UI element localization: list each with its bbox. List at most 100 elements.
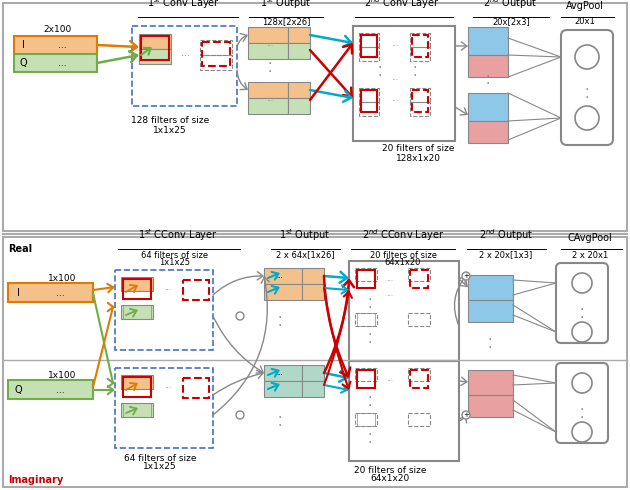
Text: 128x1x20: 128x1x20 xyxy=(396,153,440,163)
Text: ·: · xyxy=(585,91,589,105)
Text: 64x1x20: 64x1x20 xyxy=(385,258,421,267)
Circle shape xyxy=(462,411,470,419)
Text: ·: · xyxy=(368,428,372,442)
Text: 64 filters of size: 64 filters of size xyxy=(123,454,197,463)
Text: Q: Q xyxy=(19,58,27,68)
Text: ·: · xyxy=(580,403,584,417)
Bar xyxy=(3,3,627,231)
Text: 2x100: 2x100 xyxy=(43,25,71,34)
Text: $2^{nd}$ CConv Layer: $2^{nd}$ CConv Layer xyxy=(362,227,444,243)
Bar xyxy=(3,237,627,487)
Circle shape xyxy=(572,373,592,393)
Text: ·: · xyxy=(488,333,492,347)
Bar xyxy=(115,368,213,448)
Bar xyxy=(468,275,513,300)
Bar xyxy=(468,121,508,143)
Text: $1^{st}$ CConv Layer: $1^{st}$ CConv Layer xyxy=(138,227,218,243)
Bar xyxy=(264,268,302,284)
Text: ·: · xyxy=(488,341,492,355)
Bar xyxy=(302,365,324,381)
Bar xyxy=(288,43,310,59)
Bar xyxy=(141,36,169,60)
Bar xyxy=(14,54,97,72)
Text: Q: Q xyxy=(14,385,22,395)
Text: $1^{st}$ Output: $1^{st}$ Output xyxy=(279,227,331,243)
Text: ·: · xyxy=(486,77,490,91)
Text: 1x1x25: 1x1x25 xyxy=(153,125,187,134)
Text: ·: · xyxy=(585,83,589,97)
Bar xyxy=(357,270,375,288)
Bar xyxy=(410,270,428,288)
Circle shape xyxy=(236,411,244,419)
Text: 1x100: 1x100 xyxy=(48,273,76,283)
Bar xyxy=(410,102,430,116)
Text: 128x[2x26]: 128x[2x26] xyxy=(262,18,310,26)
Bar xyxy=(468,395,513,417)
Text: ·: · xyxy=(486,70,490,84)
Text: +: + xyxy=(463,273,469,279)
Circle shape xyxy=(236,312,244,320)
Bar xyxy=(248,82,288,98)
Bar xyxy=(355,268,377,281)
Text: ·: · xyxy=(580,311,584,325)
Text: I: I xyxy=(16,288,20,298)
Bar xyxy=(248,98,288,114)
Text: ...: ... xyxy=(266,94,273,102)
Text: ·: · xyxy=(368,301,372,315)
Bar xyxy=(349,261,459,361)
Bar xyxy=(288,82,310,98)
Bar xyxy=(132,26,237,106)
Bar xyxy=(248,43,288,59)
Bar xyxy=(288,27,310,43)
Bar xyxy=(468,55,508,77)
Text: ...: ... xyxy=(58,58,66,68)
Text: ·: · xyxy=(368,436,372,450)
Bar xyxy=(361,90,377,112)
Bar xyxy=(288,98,310,114)
Bar xyxy=(123,279,151,299)
Bar xyxy=(353,26,455,141)
Text: ·: · xyxy=(368,336,372,350)
Bar xyxy=(359,33,379,47)
Text: ...: ... xyxy=(391,74,399,82)
Text: ·: · xyxy=(413,61,417,75)
Bar xyxy=(357,413,375,426)
Bar xyxy=(121,375,153,389)
Bar xyxy=(408,413,430,426)
Bar xyxy=(355,368,377,381)
Text: $2^{nd}$ Output: $2^{nd}$ Output xyxy=(479,227,533,243)
Circle shape xyxy=(572,322,592,342)
Circle shape xyxy=(572,422,592,442)
Text: ·: · xyxy=(413,69,417,83)
Bar xyxy=(8,283,93,302)
Bar xyxy=(355,313,377,326)
Bar xyxy=(302,268,324,284)
Bar xyxy=(359,47,379,61)
Text: ·: · xyxy=(278,411,282,425)
Text: ...: ... xyxy=(391,94,399,102)
Bar xyxy=(357,313,375,326)
FancyBboxPatch shape xyxy=(556,263,608,343)
Text: ·: · xyxy=(368,399,372,413)
Bar xyxy=(468,370,513,395)
Bar xyxy=(410,370,428,388)
Text: ·: · xyxy=(378,69,382,83)
Text: 1x1x25: 1x1x25 xyxy=(159,258,190,267)
Text: $2^{nd}$ Output: $2^{nd}$ Output xyxy=(483,0,537,11)
Text: +: + xyxy=(463,412,469,418)
Text: I: I xyxy=(21,40,25,50)
Text: ·: · xyxy=(368,328,372,342)
Bar xyxy=(123,305,151,319)
Text: ...: ... xyxy=(55,386,64,394)
Bar xyxy=(359,88,379,102)
Text: ·: · xyxy=(278,319,282,333)
Bar xyxy=(123,377,151,397)
Bar xyxy=(248,27,288,43)
Text: $2^{nd}$ Conv Layer: $2^{nd}$ Conv Layer xyxy=(364,0,440,11)
Bar xyxy=(121,277,153,291)
Text: 64 filters of size: 64 filters of size xyxy=(142,250,209,260)
Text: ...: ... xyxy=(391,39,399,48)
Bar xyxy=(200,40,232,55)
Text: 20 filters of size: 20 filters of size xyxy=(354,466,427,474)
Text: AvgPool: AvgPool xyxy=(566,1,604,11)
